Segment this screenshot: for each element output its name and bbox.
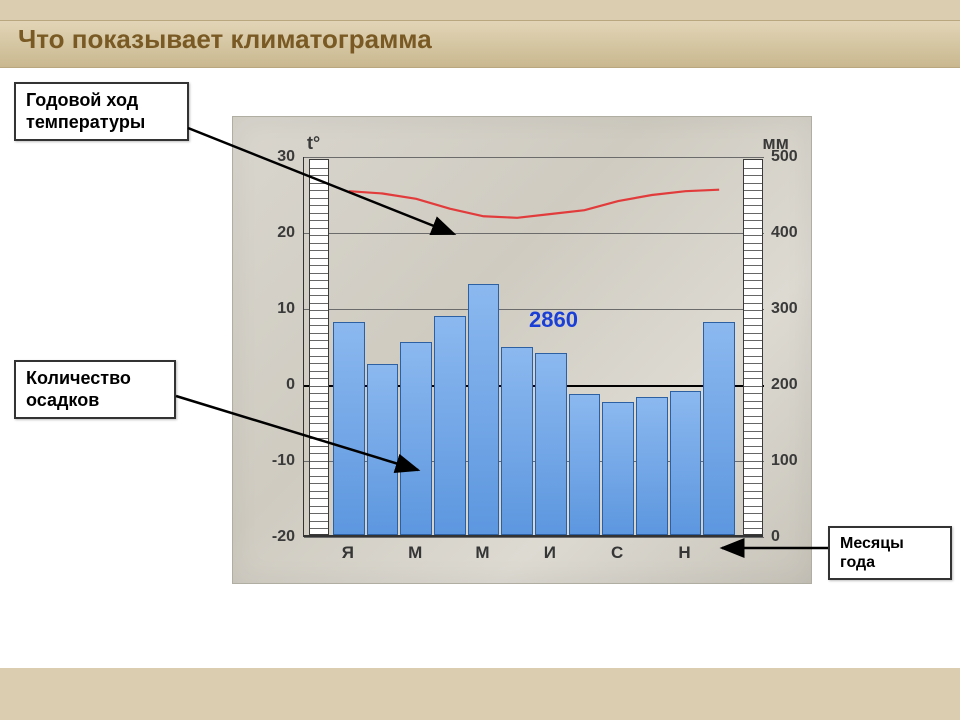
- callout-temperature-text: Годовой ходтемпературы: [26, 90, 145, 132]
- left-tick-label: 10: [255, 300, 295, 318]
- precip-bar: [501, 347, 533, 535]
- plot-area: [303, 157, 763, 537]
- chart-panel: t° мм 2860 -20-1001020300100200300400500…: [232, 116, 812, 584]
- gridline: [304, 233, 764, 234]
- month-label: С: [599, 543, 635, 563]
- precip-bar: [670, 391, 702, 535]
- precip-bar: [602, 402, 634, 535]
- precip-bar: [333, 322, 365, 535]
- right-tick-label: 0: [771, 528, 821, 546]
- month-label: Н: [667, 543, 703, 563]
- month-label: М: [465, 543, 501, 563]
- right-tick-label: 300: [771, 300, 821, 318]
- precip-bar: [636, 397, 668, 535]
- annual-total: 2860: [529, 307, 578, 333]
- precip-bar: [535, 353, 567, 535]
- month-label: М: [397, 543, 433, 563]
- left-tick-label: 0: [255, 376, 295, 394]
- right-tick-label: 200: [771, 376, 821, 394]
- callout-precip-text: Количествоосадков: [26, 368, 131, 410]
- gridline: [304, 157, 764, 158]
- precip-bar: [367, 364, 399, 535]
- callout-precip: Количествоосадков: [14, 360, 176, 419]
- precip-bar: [703, 322, 735, 535]
- left-tick-label: 30: [255, 148, 295, 166]
- left-tick-label: -20: [255, 528, 295, 546]
- right-tick-label: 100: [771, 452, 821, 470]
- left-tick-label: -10: [255, 452, 295, 470]
- precip-bar: [468, 284, 500, 535]
- precip-bar: [434, 316, 466, 535]
- callout-months-text: Месяцы года: [840, 535, 904, 571]
- month-label: И: [532, 543, 568, 563]
- callout-months: Месяцы года: [828, 526, 952, 580]
- left-axis-title: t°: [307, 133, 320, 154]
- callout-temperature: Годовой ходтемпературы: [14, 82, 189, 141]
- right-tick-label: 500: [771, 148, 821, 166]
- month-label: Я: [330, 543, 366, 563]
- precip-bar: [569, 394, 601, 535]
- right-ruler: [743, 159, 763, 535]
- left-ruler: [309, 159, 329, 535]
- precip-bar: [400, 342, 432, 535]
- right-tick-label: 400: [771, 224, 821, 242]
- left-tick-label: 20: [255, 224, 295, 242]
- gridline: [304, 537, 764, 538]
- page-title: Что показывает климатограмма: [18, 24, 432, 55]
